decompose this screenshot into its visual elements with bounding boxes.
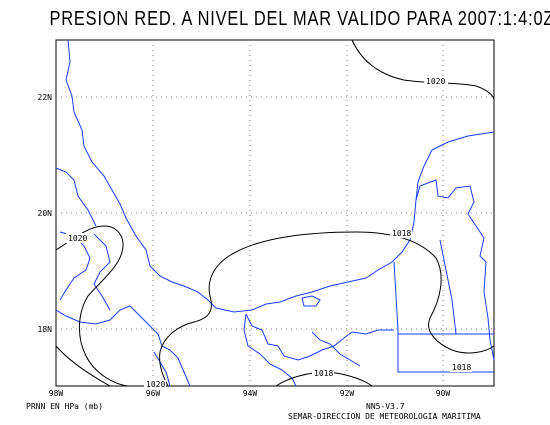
graticule (56, 40, 494, 386)
lon-label-90w: 90W (436, 389, 451, 398)
boundary-chiapas (243, 313, 297, 387)
boundary-oaxaca (55, 305, 191, 387)
isobar-1020-west (55, 225, 129, 387)
laguna-terminos (301, 295, 321, 307)
units-label: PRNN EN HPa (mb) (26, 402, 104, 411)
map-title: PRESION RED. A NIVEL DEL MAR VALIDO PARA… (49, 8, 550, 30)
coastline (55, 39, 495, 387)
lat-label-18n: 18N (38, 325, 53, 334)
rivers-b (153, 351, 171, 387)
lat-labels: 22N 20N 18N (38, 93, 53, 334)
yucatan-inner (415, 179, 495, 361)
rivers-a (311, 331, 361, 367)
isobar-1018-center-lower (159, 251, 237, 387)
isobar-1018-center (235, 231, 495, 354)
isobar-label-west: 1020 (68, 234, 87, 243)
isobar-1018-bottom-left (55, 345, 111, 387)
lon-labels: 98W 96W 94W 92W 90W (49, 389, 451, 398)
isobar-label-center: 1018 (392, 229, 411, 238)
isobars (55, 39, 495, 387)
agency-label: SEMAR-DIRECCION DE METEOROLOGIA MARITIMA (288, 412, 481, 421)
isobar-labels: 1020 1018 1020 1018 1018 1020 (66, 76, 472, 389)
lon-label-92w: 92W (340, 389, 355, 398)
boundary-qroo (439, 239, 457, 335)
lat-label-22n: 22N (38, 93, 53, 102)
boundary-campeche (393, 261, 494, 373)
gulf-coast (65, 39, 495, 313)
lat-label-20n: 20N (38, 209, 53, 218)
isobar-label-bottom-center: 1018 (314, 369, 333, 378)
lon-label-98w: 98W (49, 389, 64, 398)
isobar-1020-north (351, 39, 495, 101)
model-label: NN5-V3.7 (366, 402, 405, 411)
boundary-tabasco (245, 313, 394, 361)
lon-label-96w: 96W (146, 389, 161, 398)
isobar-label-bottom-left: 1020 (146, 380, 165, 389)
lon-label-94w: 94W (243, 389, 258, 398)
boundary-hidalgo (55, 167, 97, 227)
isobar-label-top-right: 1020 (426, 77, 445, 86)
isobar-label-bottom-right: 1018 (452, 363, 471, 372)
boundary-veracruz (93, 233, 111, 311)
